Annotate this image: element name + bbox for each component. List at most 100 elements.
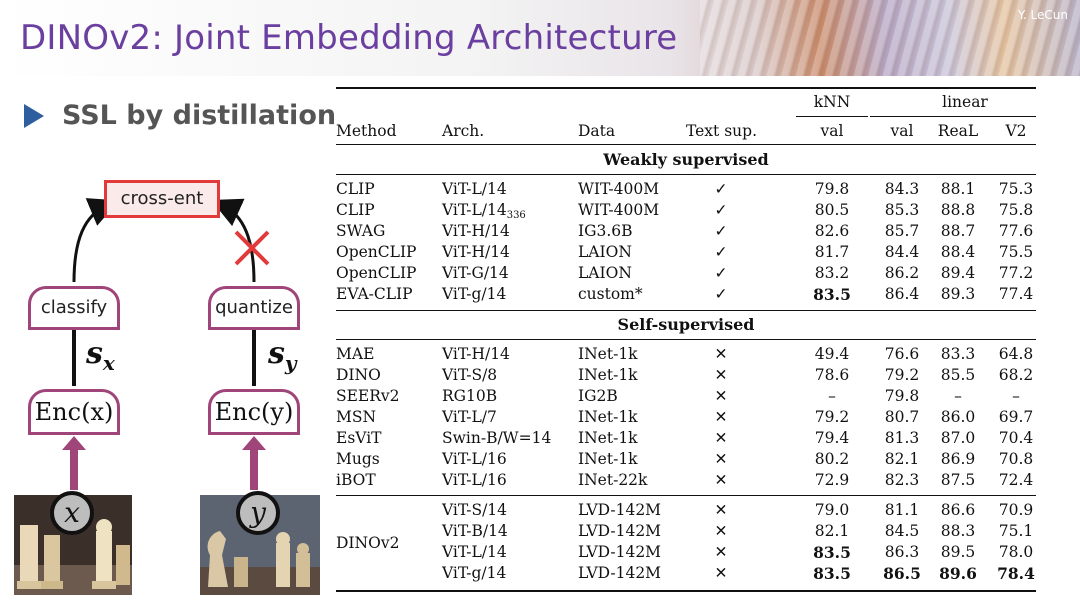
table-cell-arch: ViT-H/14	[442, 243, 510, 261]
table-cell-real: 86.9	[940, 450, 976, 468]
table-cell-knn-val: 49.4	[814, 345, 850, 363]
encoder-x-box: Enc(x)	[28, 389, 120, 435]
table-cell-v2: 77.6	[998, 222, 1034, 240]
table-cell-data: INet-1k	[578, 429, 638, 447]
table-cell-text-sup: ✓	[714, 243, 728, 261]
col-header-real: ReaL	[937, 122, 979, 140]
table-cell-text-sup: ✕	[714, 345, 728, 363]
table-cell-real: 89.4	[940, 264, 976, 282]
table-cell-method: EVA-CLIP	[336, 285, 413, 303]
table-cell-method: OpenCLIP	[336, 264, 417, 282]
table-cell-knn-val: 78.6	[814, 366, 850, 384]
table-cell-arch: ViT-L/14336	[442, 201, 526, 221]
results-table: kNN linear Method Arch. Data Text sup. v…	[330, 87, 1040, 598]
table-cell-linear-val: 82.3	[884, 471, 920, 489]
table-cell-v2: 75.8	[998, 201, 1034, 219]
col-header-knn-val: val	[820, 122, 844, 140]
table-cell-v2: 68.2	[998, 366, 1034, 384]
table-cell-text-sup: ✓	[714, 285, 728, 303]
table-cell-data: IG2B	[578, 387, 618, 405]
table-cell-method: SWAG	[336, 222, 386, 240]
table-cell-arch: ViT-L/14	[442, 543, 507, 561]
table-cell-linear-val: 86.2	[884, 264, 920, 282]
quantize-head: quantize	[208, 286, 300, 330]
table-cell-method: DINO	[336, 366, 381, 384]
table-cell-data: INet-1k	[578, 408, 638, 426]
table-cell-text-sup: ✓	[714, 222, 728, 240]
table-cell-arch: ViT-S/8	[442, 366, 498, 384]
table-cell-real: 88.8	[940, 201, 976, 219]
table-cell-arch: Swin-B/W=14	[442, 429, 552, 447]
blocked-gradient-icon	[234, 230, 270, 266]
table-cell-knn-val: 79.4	[814, 429, 850, 447]
table-cell-arch: ViT-L/16	[442, 471, 507, 489]
table-cell-v2: 64.8	[998, 345, 1034, 363]
col-header-data: Data	[578, 122, 616, 140]
table-cell-linear-val: 76.6	[884, 345, 920, 363]
table-cell-v2: 72.4	[998, 471, 1034, 489]
table-cell-knn-val: 79.2	[814, 408, 850, 426]
table-cell-text-sup: ✕	[714, 366, 728, 384]
table-cell-knn-val: 79.0	[814, 501, 850, 519]
bullet-text: SSL by distillation	[62, 100, 337, 131]
table-cell-method: OpenCLIP	[336, 243, 417, 261]
table-cell-method: SEERv2	[336, 387, 400, 405]
right-loss-arrow	[211, 198, 256, 283]
diagram-arrows	[62, 198, 270, 490]
table-cell-text-sup: ✕	[714, 408, 728, 426]
table-cell-arch: ViT-H/14	[442, 345, 510, 363]
table-cell-text-sup: ✕	[714, 501, 728, 519]
table-cell-method: Mugs	[336, 450, 380, 468]
title-banner	[0, 0, 1080, 76]
table-cell-real: 88.7	[940, 222, 976, 240]
table-cell-linear-val: 84.5	[884, 522, 920, 540]
table-cell-knn-val: 82.1	[814, 522, 850, 540]
table-cell-real: –	[954, 387, 962, 405]
linear-group-rule	[870, 116, 1036, 117]
table-cell-data: IG3.6B	[578, 222, 633, 240]
table-cell-real: 89.3	[940, 285, 976, 303]
table-cell-knn-val: 83.5	[813, 564, 851, 583]
table-cell-real: 88.1	[940, 180, 976, 198]
table-cell-knn-val: 80.2	[814, 450, 850, 468]
table-cell-text-sup: ✕	[714, 543, 728, 561]
section-rule-4	[336, 495, 1036, 496]
col-header-linear-val: val	[890, 122, 914, 140]
table-cell-real: 89.5	[940, 543, 976, 561]
author-label: Y. LeCun	[1018, 8, 1068, 22]
table-cell-linear-val: 85.3	[884, 201, 920, 219]
encoder-y-box: Enc(y)	[208, 389, 300, 435]
table-cell-linear-val: 82.1	[884, 450, 920, 468]
cross-entropy-loss-box: cross-ent	[104, 180, 220, 218]
linear-group-header: linear	[942, 93, 988, 111]
architecture-diagram: cross-ent classify quantize sx sy Enc(x)…	[0, 160, 330, 607]
table-cell-arch: ViT-L/7	[442, 408, 497, 426]
table-cell-arch: ViT-H/14	[442, 222, 510, 240]
table-cell-method: CLIP	[336, 180, 375, 198]
table-cell-knn-val: 83.5	[813, 285, 851, 304]
table-cell-knn-val: 72.9	[814, 471, 850, 489]
table-cell-knn-val: 81.7	[814, 243, 850, 261]
table-cell-method: MAE	[336, 345, 375, 363]
table-cell-linear-val: 86.5	[883, 564, 921, 583]
table-cell-linear-val: 79.2	[884, 366, 920, 384]
table-cell-data: INet-1k	[578, 450, 638, 468]
table-cell-real: 88.3	[940, 522, 976, 540]
table-cell-arch: RG10B	[442, 387, 498, 405]
left-input-arrowhead	[62, 436, 86, 450]
table-cell-arch: ViT-L/16	[442, 450, 507, 468]
table-cell-v2: 70.4	[998, 429, 1034, 447]
table-cell-v2: 77.4	[998, 285, 1034, 303]
dinov2-method-label: DINOv2	[336, 534, 400, 552]
table-cell-v2: 75.5	[998, 243, 1034, 261]
table-cell-data: LAION	[578, 243, 632, 261]
table-cell-knn-val: 83.2	[814, 264, 850, 282]
right-input-arrowhead	[242, 436, 266, 450]
table-cell-v2: 70.8	[998, 450, 1034, 468]
table-cell-knn-val: 79.8	[814, 180, 850, 198]
table-cell-v2: 75.1	[998, 522, 1034, 540]
table-cell-linear-val: 80.7	[884, 408, 920, 426]
table-cell-text-sup: ✓	[714, 180, 728, 198]
col-header-text-sup: Text sup.	[686, 122, 757, 140]
table-cell-data: WIT-400M	[578, 201, 660, 219]
